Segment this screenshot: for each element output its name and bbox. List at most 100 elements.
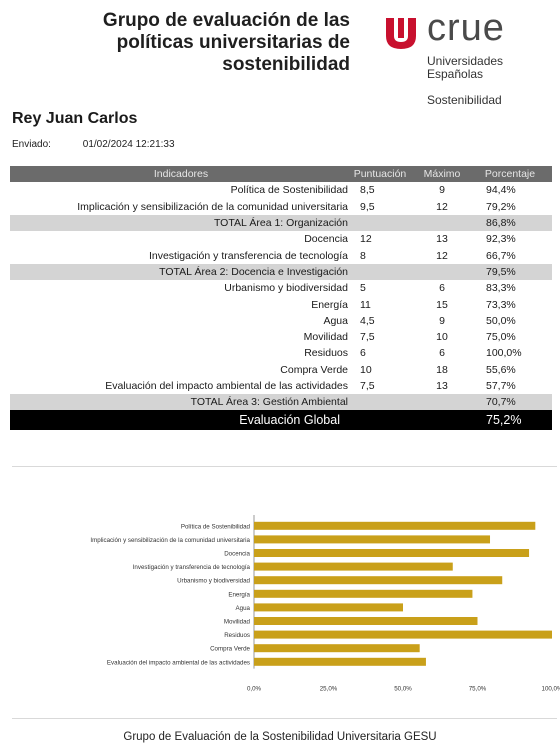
cell-percentage: 73,3% <box>486 298 516 311</box>
chart-bar <box>254 657 426 666</box>
cell-percentage: 94,4% <box>486 184 516 197</box>
cell-percentage: 75,0% <box>486 331 516 344</box>
cell-indicator: Política de Sostenibilidad <box>230 184 348 197</box>
table-row: Urbanismo y biodiversidad 5 6 83,3% <box>10 280 552 296</box>
cell-percentage: 55,6% <box>486 363 516 376</box>
table-row: Investigación y transferencia de tecnolo… <box>10 247 552 263</box>
cell-max: 15 <box>436 298 448 311</box>
table-global-row: Evaluación Global 75,2% <box>10 410 552 431</box>
chart-x-tick-label: 0,0% <box>247 686 262 693</box>
sent-value: 01/02/2024 12:21:33 <box>82 139 175 150</box>
header-score: Puntuación <box>352 166 412 183</box>
chart-x-tick-label: 25,0% <box>320 686 338 693</box>
chart-bar <box>254 644 420 653</box>
report-title: Grupo de evaluación de las políticas uni… <box>40 10 350 76</box>
table-row: Agua 4,5 9 50,0% <box>10 313 552 329</box>
cell-percentage: 75,2% <box>472 410 552 431</box>
chart-x-tick-label: 50,0% <box>394 686 412 693</box>
chart-category-label: Urbanismo y biodiversidad <box>177 578 250 585</box>
cell-max: 12 <box>436 249 448 262</box>
cell-score: 9,5 <box>360 200 375 213</box>
cell-score: 5 <box>360 282 366 295</box>
cell-percentage: 57,7% <box>486 380 516 392</box>
table-row: Residuos 6 6 100,0% <box>10 345 552 361</box>
percentage-bar-chart: Política de Sostenibilidad Implicación y … <box>0 505 560 695</box>
footer-divider <box>12 718 557 719</box>
report-title-line-2: políticas universitarias de <box>116 32 350 53</box>
cell-indicator: Compra Verde <box>280 363 348 376</box>
chart-category-label: Energía <box>228 591 250 598</box>
crue-logo-subtitle-3: Sostenibilidad <box>427 93 502 107</box>
chart-bar <box>254 562 453 571</box>
cell-indicator: Investigación y transferencia de tecnolo… <box>148 249 348 262</box>
cell-max: 6 <box>439 282 445 295</box>
cell-score: 6 <box>360 347 366 360</box>
chart-category-label: Política de Sostenibilidad <box>181 523 251 530</box>
chart-x-tick-label: 100,0% <box>542 686 560 693</box>
cell-max: 12 <box>436 200 448 213</box>
cell-score <box>352 214 412 232</box>
cell-max <box>412 410 472 431</box>
cell-percentage: 50,0% <box>486 314 516 327</box>
indicators-table: Indicadores Puntuación Máximo Porcentaje… <box>10 166 552 431</box>
table-total-row: TOTAL Área 2: Docencia e Investigación 79… <box>10 263 552 281</box>
table-header-row: Indicadores Puntuación Máximo Porcentaje <box>10 166 552 183</box>
cell-max: 13 <box>436 380 448 392</box>
cell-indicator: Urbanismo y biodiversidad <box>224 282 348 295</box>
cell-score: 8 <box>360 249 366 262</box>
cell-max <box>412 214 472 232</box>
university-name: Rey Juan Carlos <box>12 110 138 127</box>
cell-score: 7,5 <box>360 331 375 344</box>
chart-category-label: Evaluación del impacto ambiental de las … <box>107 659 250 666</box>
cell-indicator: Residuos <box>304 347 348 360</box>
cell-score: 4,5 <box>360 314 375 327</box>
cell-max: 18 <box>436 363 448 376</box>
cell-score: 10 <box>360 363 372 376</box>
cell-max <box>412 394 472 411</box>
cell-max: 6 <box>439 347 445 360</box>
cell-max: 10 <box>436 331 448 344</box>
cell-percentage: 86,8% <box>472 214 552 232</box>
header-indicators: Indicadores <box>10 166 352 183</box>
table-row: Energía 11 15 73,3% <box>10 296 552 312</box>
chart-category-label: Implicación y sensibilización de la comu… <box>90 537 250 544</box>
report-title-line-1: Grupo de evaluación de las <box>102 10 350 31</box>
table-total-row: TOTAL Área 3: Gestión Ambiental 70,7% <box>10 394 552 411</box>
cell-percentage: 79,2% <box>486 200 516 213</box>
cell-score <box>352 394 412 411</box>
cell-indicator: Docencia <box>304 233 348 246</box>
table-row: Evaluación del impacto ambiental de las … <box>10 378 552 394</box>
footer-text: Grupo de Evaluación de la Sostenibilidad… <box>123 731 437 743</box>
cell-percentage: 92,3% <box>486 233 516 246</box>
chart-category-label: Docencia <box>224 551 250 558</box>
cell-score: 7,5 <box>360 380 375 392</box>
cell-indicator: TOTAL Área 1: Organización <box>10 214 352 232</box>
chart-category-label: Investigación y transferencia de tecnolo… <box>133 564 251 571</box>
cell-indicator: TOTAL Área 3: Gestión Ambiental <box>10 394 352 411</box>
cell-score: 11 <box>360 298 371 311</box>
table-total-row: TOTAL Área 1: Organización 86,8% <box>10 214 552 232</box>
crue-logo-word: crue <box>427 7 505 49</box>
chart-category-label: Agua <box>236 605 251 612</box>
cell-score: 8,5 <box>360 184 375 197</box>
cell-percentage: 100,0% <box>486 347 522 360</box>
sent-info: Enviado: 01/02/2024 12:21:33 <box>12 139 175 150</box>
chart-bar <box>254 589 473 598</box>
chart-category-label: Movilidad <box>224 619 251 626</box>
cell-percentage: 83,3% <box>486 282 516 295</box>
chart-bar <box>254 603 403 612</box>
crue-logo-subtitle-2: Españolas <box>427 67 484 81</box>
table-row: Política de Sostenibilidad 8,5 9 94,4% <box>10 182 552 198</box>
cell-score: 12 <box>360 233 372 246</box>
crue-logo-subtitle-1: Universidades <box>427 54 504 68</box>
table-row: Movilidad 7,5 10 75,0% <box>10 329 552 345</box>
header: Grupo de evaluación de las políticas uni… <box>0 0 560 110</box>
cell-indicator: Movilidad <box>303 331 348 344</box>
cell-percentage: 79,5% <box>472 263 552 281</box>
cell-indicator: Agua <box>323 314 348 327</box>
chart-bar <box>254 521 536 530</box>
cell-indicator: TOTAL Área 2: Docencia e Investigación <box>10 263 352 281</box>
chart-bar <box>254 549 530 557</box>
cell-max <box>412 263 472 281</box>
cell-score <box>352 410 412 431</box>
